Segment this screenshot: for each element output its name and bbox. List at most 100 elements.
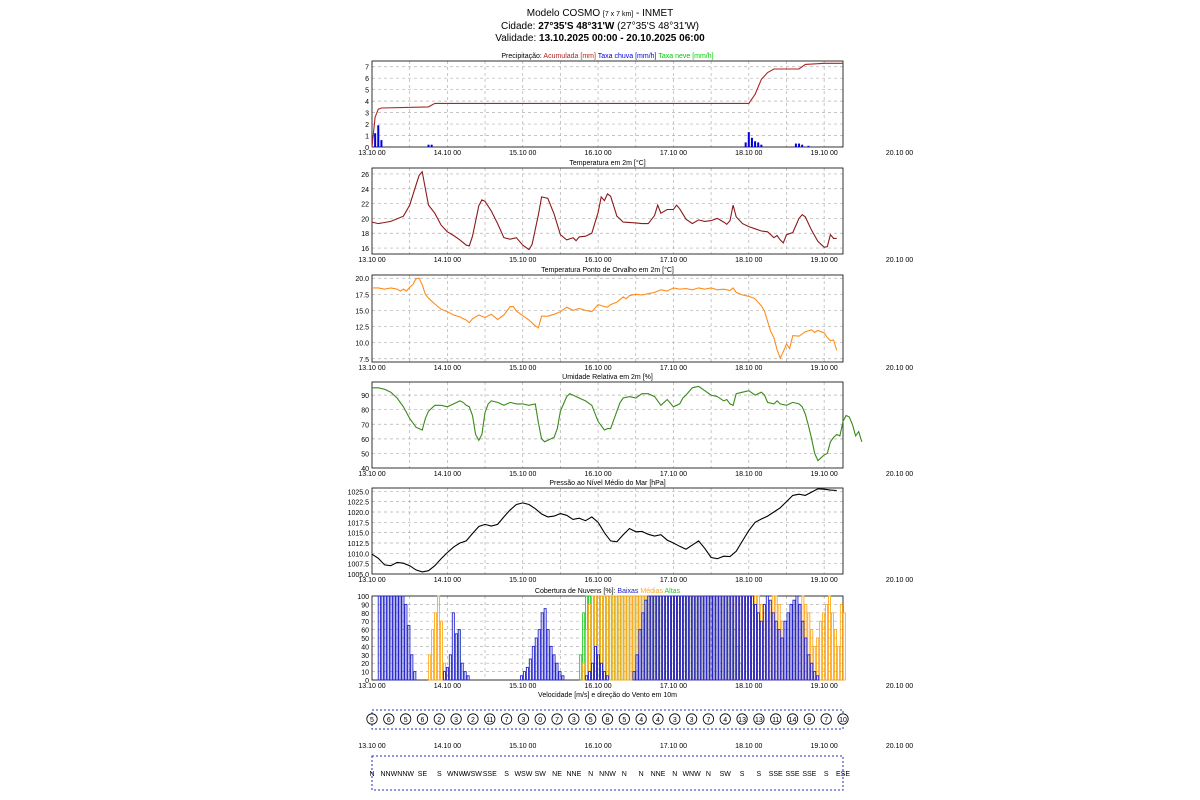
wind-speed-marker: 3 <box>450 713 462 725</box>
wind-speed-marker: 13 <box>736 713 748 725</box>
wind-title: Velocidade [m/s] e direção do Vento em 1… <box>538 692 677 699</box>
panel-dew: 7.5 10.0 12.5 15.0 17.5 20.0 13.10 00 14.10 00 1… <box>355 266 913 372</box>
wind-speed-value: 3 <box>673 717 677 724</box>
cloud-bar-mid <box>626 595 630 681</box>
wind-speed-circle <box>433 713 445 725</box>
wind-speed-marker: 3 <box>517 713 529 725</box>
x-tick-label: 15.10 00 <box>509 150 536 157</box>
wind-direction-label: N <box>639 771 644 778</box>
wind-speed-circle <box>669 713 681 725</box>
rain-bar <box>430 144 433 147</box>
x-tick-label: 16.10 00 <box>584 257 611 264</box>
wind-direction-label: SW <box>535 771 547 778</box>
wind-speed-value: 7 <box>505 717 509 724</box>
wind-speed-circle <box>837 713 849 725</box>
cloud-bar-low <box>801 620 805 681</box>
y-tick-label: 90 <box>361 393 369 400</box>
temp-line <box>371 170 837 251</box>
legend-clouds-0: Baixas <box>615 588 638 595</box>
y-tick-label: 1017.5 <box>348 520 370 527</box>
cloud-bar-low <box>691 595 695 681</box>
wind-speed-value: 4 <box>639 717 643 724</box>
rain-bar <box>754 141 757 147</box>
wind-speed-value: 4 <box>723 717 727 724</box>
cloud-bar-low <box>463 671 467 681</box>
wind-speed-value: 7 <box>555 717 559 724</box>
cloud-bar-low <box>404 603 408 681</box>
x-tick-label: 15.10 00 <box>509 257 536 264</box>
x-tick-label: 19.10 00 <box>811 257 838 264</box>
y-tick-label: 60 <box>361 628 369 635</box>
y-tick-label: 7.5 <box>359 357 369 364</box>
cloud-bar-low <box>765 595 769 681</box>
wind-direction-label: SE <box>418 771 428 778</box>
x-tick-label: 16.10 00 <box>584 365 611 372</box>
wind-direction-label: WSW <box>514 771 532 778</box>
wind-speed-circle <box>635 713 647 725</box>
wind-speed-marker: 7 <box>500 713 513 725</box>
rain-bar <box>744 142 747 147</box>
cloud-bar-mid <box>439 620 443 681</box>
wind-direction-label: N <box>369 771 374 778</box>
y-tick-label: 1025.0 <box>348 489 370 496</box>
cloud-bar-low <box>585 675 589 681</box>
wind-direction-label: SSE <box>802 771 816 778</box>
clouds-title: Cobertura de Nuvens [%]: Baixas Médias A… <box>535 588 681 595</box>
wind-x-tick-label: 14.10 00 <box>434 743 461 750</box>
y-tick-label: 24 <box>361 187 369 194</box>
wind-speed-marker: 6 <box>416 713 429 725</box>
wind-speed-marker: 5 <box>585 713 597 725</box>
wind-speed-value: 4 <box>656 717 660 724</box>
cloud-bar-mid <box>842 612 846 681</box>
plot-frame <box>371 60 844 148</box>
wind-x-tick-label: 17.10 00 <box>660 743 687 750</box>
wind-direction-label: NNW <box>380 771 397 778</box>
x-tick-label: 14.10 00 <box>434 471 461 478</box>
x-tick-label: 20.10 00 <box>886 365 913 372</box>
validity-line: Validade: 13.10.2025 00:00 - 20.10.2025 … <box>0 33 1200 45</box>
wind-direction-label: N <box>622 771 627 778</box>
cloud-bar-mid <box>822 612 826 681</box>
x-tick-label: 14.10 00 <box>434 365 461 372</box>
x-tick-label: 13.10 00 <box>358 150 385 157</box>
wind-speed-circle <box>585 713 597 725</box>
x-tick-label: 20.10 00 <box>886 577 913 584</box>
x-tick-label: 18.10 00 <box>735 150 762 157</box>
x-tick-label: 19.10 00 <box>811 683 838 690</box>
rain-bar <box>750 137 753 147</box>
x-tick-label: 18.10 00 <box>735 471 762 478</box>
x-tick-label: 20.10 00 <box>886 150 913 157</box>
wind-direction-label: SSE <box>483 771 497 778</box>
y-tick-label: 5 <box>365 88 369 95</box>
cloud-bar-mid <box>431 629 435 681</box>
cloud-bar-low <box>739 595 743 681</box>
y-tick-label: 26 <box>361 172 369 179</box>
cloud-bar-low <box>451 612 455 681</box>
y-tick-label: 18 <box>361 231 369 238</box>
wind-speed-value: 5 <box>370 717 374 724</box>
wind-x-tick-label: 15.10 00 <box>509 743 536 750</box>
y-tick-label: 1012.5 <box>348 541 370 548</box>
cloud-bar-low <box>635 654 639 681</box>
wind-speed-marker: 3 <box>686 713 698 725</box>
legend-clouds-1: Médias <box>638 588 663 595</box>
dew-title: Temperatura Ponto de Orvalho em 2m [°C] <box>541 266 674 274</box>
wind-direction-label: N <box>672 771 677 778</box>
x-tick-label: 19.10 00 <box>811 150 838 157</box>
wind-direction-label: NNW <box>397 771 414 778</box>
pressure-line <box>371 488 837 573</box>
wind-speed-circle <box>820 713 832 725</box>
cloud-bar-mid <box>632 595 636 681</box>
cloud-bar-low <box>671 595 675 681</box>
cloud-bar-low <box>605 675 609 681</box>
x-tick-label: 14.10 00 <box>434 150 461 157</box>
cloud-bar-mid <box>614 595 618 681</box>
cloud-bar-low <box>688 595 692 681</box>
city-coords: 27°35'S 48°31'W <box>538 21 615 32</box>
wind-speed-marker: 4 <box>635 713 647 725</box>
cloud-bar-low <box>751 595 754 681</box>
cloud-bar-high <box>579 654 583 681</box>
wind-speed-value: 0 <box>538 717 542 724</box>
cloud-bar-low <box>395 595 399 681</box>
